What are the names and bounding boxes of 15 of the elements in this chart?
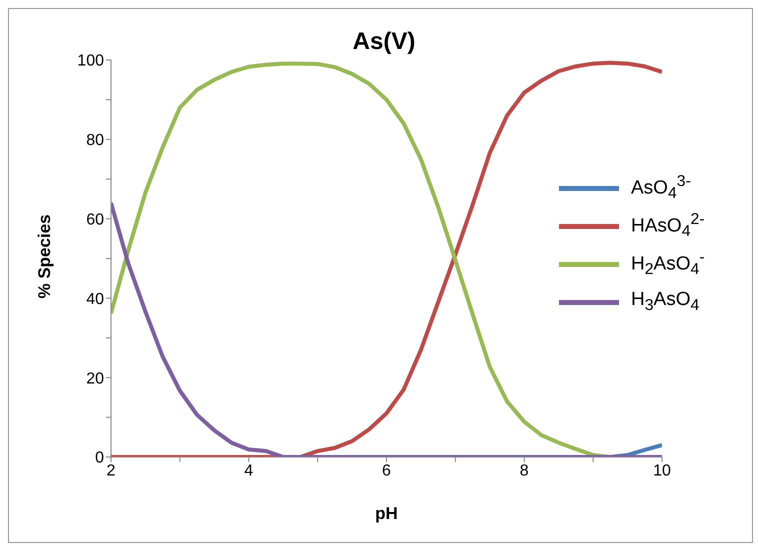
legend-label: H$_{3}$AsO$_{4}$ [631, 289, 700, 315]
y-axis-title: % Species [35, 214, 54, 298]
y-tick-label: 40 [86, 290, 104, 308]
chart-title: As(V) [352, 28, 416, 55]
y-tick-label: 80 [86, 132, 104, 150]
y-tick-label: 20 [86, 370, 104, 388]
x-tick-label: 6 [382, 462, 392, 480]
x-tick-label: 2 [106, 462, 116, 480]
x-axis-title: pH [375, 504, 398, 523]
y-tick-label: 100 [77, 52, 104, 70]
x-tick-label: 4 [244, 462, 254, 480]
x-tick-label: 8 [520, 462, 529, 480]
x-tick-label: 10 [653, 462, 671, 480]
y-tick-label: 0 [95, 450, 104, 467]
y-tick-label: 60 [86, 211, 104, 228]
